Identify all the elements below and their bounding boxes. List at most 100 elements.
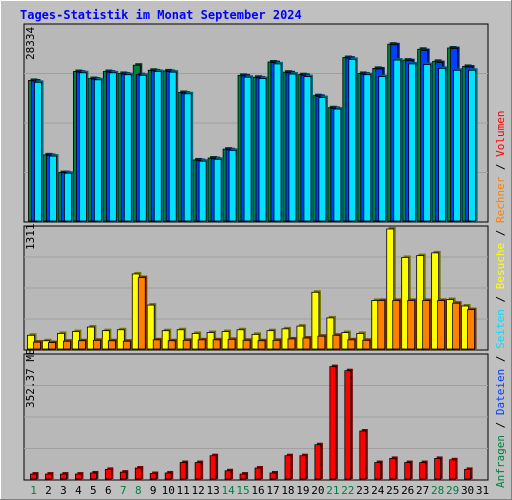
bar-face bbox=[212, 339, 221, 350]
bar-seiten-day-23 bbox=[363, 72, 373, 222]
bar-face bbox=[329, 366, 337, 480]
bar-face bbox=[311, 291, 320, 350]
bar-face bbox=[362, 339, 371, 350]
legend-entry: Seiten bbox=[494, 309, 507, 349]
bar-rechner-day-7 bbox=[122, 339, 133, 350]
bar-seiten-day-28 bbox=[438, 66, 448, 222]
bar-face bbox=[392, 300, 401, 350]
bar-face bbox=[75, 473, 82, 480]
bar-besuche-day-21 bbox=[326, 315, 336, 350]
bar-face bbox=[434, 458, 442, 480]
bar-face bbox=[299, 455, 307, 480]
bar-face bbox=[453, 69, 461, 222]
bar-face bbox=[348, 59, 357, 222]
legend-entry: / bbox=[494, 415, 507, 435]
bar-face bbox=[374, 462, 382, 480]
bar-face bbox=[363, 74, 372, 222]
bar-volumen-day-9 bbox=[149, 471, 159, 480]
bar-face bbox=[344, 370, 352, 480]
bar-face bbox=[407, 300, 416, 350]
bar-face bbox=[34, 81, 42, 222]
bar-volumen-day-4 bbox=[75, 472, 84, 480]
bar-face bbox=[209, 455, 217, 480]
bar-volumen-day-6 bbox=[104, 467, 114, 480]
bar-face bbox=[92, 339, 101, 350]
middle-panel-max-label: 1311 bbox=[24, 224, 37, 251]
bar-volumen-day-16 bbox=[254, 466, 264, 480]
bar-volumen-day-13 bbox=[209, 453, 219, 480]
bar-face bbox=[60, 473, 67, 480]
bar-seiten-day-3 bbox=[64, 171, 74, 222]
bar-volumen-day-10 bbox=[164, 470, 174, 480]
bar-face bbox=[242, 339, 251, 350]
bar-seiten-day-1 bbox=[34, 80, 44, 222]
legend-entry: Rechner bbox=[494, 176, 507, 223]
x-tick-label: 2 bbox=[45, 484, 52, 497]
bar-rechner-day-14 bbox=[227, 337, 238, 350]
x-tick-label: 6 bbox=[105, 484, 112, 497]
x-tick-label: 14 bbox=[221, 484, 235, 497]
bar-seiten-day-14 bbox=[228, 148, 239, 222]
middle-panel-visits-hosts bbox=[23, 225, 489, 351]
bar-volumen-day-7 bbox=[119, 470, 129, 480]
x-tick-label: 12 bbox=[192, 484, 205, 497]
chart-title: Tages-Statistik im Monat September 2024 bbox=[20, 8, 302, 22]
bar-face bbox=[287, 338, 296, 350]
bar-rechner-day-21 bbox=[332, 333, 342, 350]
bar-face bbox=[464, 469, 471, 480]
bar-rechner-day-24 bbox=[377, 298, 387, 350]
bar-face bbox=[119, 471, 127, 480]
bar-face bbox=[104, 469, 112, 480]
x-tick-label: 29 bbox=[446, 484, 459, 497]
bar-seiten-day-15 bbox=[243, 75, 254, 222]
bar-volumen-day-30 bbox=[464, 467, 473, 480]
bar-face bbox=[419, 462, 427, 480]
bar-seiten-day-27 bbox=[423, 62, 433, 222]
x-tick-label: 28 bbox=[431, 484, 444, 497]
bar-face bbox=[393, 59, 402, 222]
bar-face bbox=[86, 326, 95, 350]
x-tick-label: 26 bbox=[401, 484, 414, 497]
bar-rechner-day-5 bbox=[92, 338, 103, 350]
x-tick-label: 30 bbox=[461, 484, 474, 497]
bar-face bbox=[30, 473, 37, 480]
bar-face bbox=[257, 340, 266, 350]
bar-rechner-day-8 bbox=[137, 275, 148, 350]
bar-rechner-day-2 bbox=[48, 340, 58, 350]
bar-seiten-day-24 bbox=[378, 74, 388, 222]
bar-face bbox=[317, 335, 326, 350]
bar-face bbox=[197, 339, 206, 350]
bar-seiten-day-12 bbox=[198, 159, 209, 222]
bar-face bbox=[194, 462, 202, 480]
bar-face bbox=[79, 72, 87, 222]
bar-seiten-day-5 bbox=[93, 77, 104, 222]
bar-face bbox=[213, 158, 222, 222]
bar-face bbox=[273, 63, 282, 222]
x-tick-label: 13 bbox=[206, 484, 219, 497]
x-axis-day-labels: 1 2 3 4 5 6 7 8 9 10 11 12 13 14 15 16 17 18 19 20 21 22 23 24 2… bbox=[30, 484, 489, 497]
bar-volumen-day-1 bbox=[30, 472, 39, 480]
bar-face bbox=[272, 339, 281, 350]
bar-volumen-day-28 bbox=[434, 456, 443, 480]
bar-face bbox=[122, 340, 131, 350]
bar-face bbox=[389, 458, 397, 480]
x-tick-label: 7 bbox=[120, 484, 127, 497]
bar-face bbox=[134, 467, 142, 480]
bar-face bbox=[438, 67, 447, 222]
bar-face bbox=[333, 108, 342, 222]
bar-face bbox=[269, 472, 277, 480]
legend-entry: / bbox=[494, 289, 507, 309]
bar-face bbox=[179, 462, 187, 480]
bar-volumen-day-15 bbox=[239, 472, 249, 480]
bar-face bbox=[183, 93, 192, 222]
x-tick-label: 20 bbox=[311, 484, 324, 497]
x-tick-label: 11 bbox=[177, 484, 190, 497]
bar-face bbox=[164, 472, 172, 480]
x-tick-label: 9 bbox=[150, 484, 157, 497]
bar-seiten-day-11 bbox=[183, 91, 194, 222]
x-tick-label: 24 bbox=[371, 484, 385, 497]
bar-rechner-day-4 bbox=[78, 338, 88, 350]
bar-besuche-day-25 bbox=[386, 227, 396, 350]
legend-entry: Volumen bbox=[494, 110, 507, 156]
